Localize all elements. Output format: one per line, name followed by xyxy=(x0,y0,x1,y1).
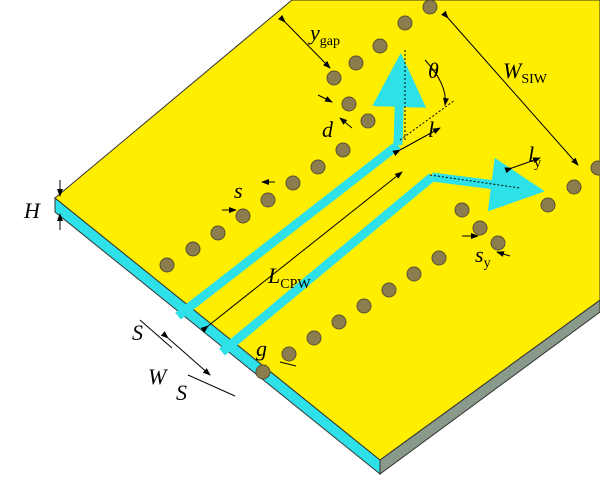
label: g xyxy=(256,336,267,361)
label-part: CPW xyxy=(280,277,311,292)
label: W xyxy=(148,364,168,389)
label: H xyxy=(23,198,41,223)
label-part: y xyxy=(484,256,491,271)
label-part: L xyxy=(267,263,280,288)
label-part: y xyxy=(308,20,320,45)
label: d xyxy=(322,117,334,142)
label-part: SIW xyxy=(521,72,547,87)
label-part: s xyxy=(475,242,484,267)
label: l xyxy=(428,117,434,142)
siw-diagram: ygap θ WSIW d l ly s H LCPW sy S W S g xyxy=(0,0,600,494)
label: S xyxy=(176,380,187,405)
label: s xyxy=(234,178,243,203)
label-part: gap xyxy=(320,34,340,49)
label: S xyxy=(132,320,143,345)
label-part: y xyxy=(534,156,541,171)
label: θ xyxy=(428,58,439,83)
label-part: W xyxy=(503,58,523,83)
